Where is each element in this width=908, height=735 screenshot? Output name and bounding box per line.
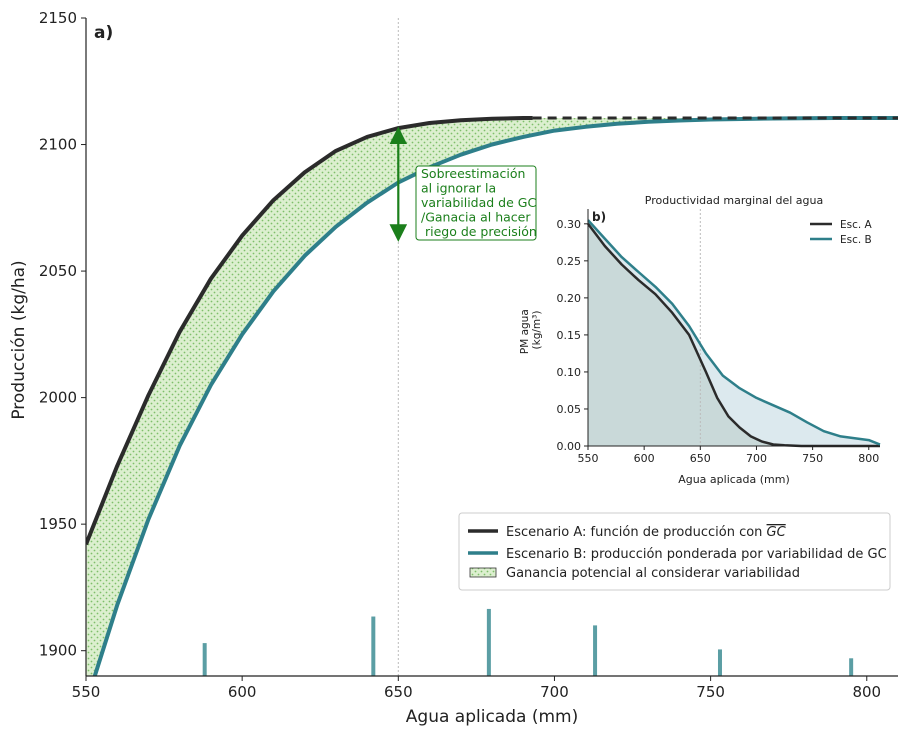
inset-title: Productividad marginal del agua	[645, 194, 823, 207]
y-tick-label: 2000	[39, 389, 77, 407]
annotation-text: Sobreestimación al ignorar la variabilidad…	[421, 166, 537, 239]
inset-y-label-line-1: PM agua	[519, 309, 531, 354]
inset-y-tick-label: 0.10	[557, 366, 582, 379]
x-tick-label: 600	[228, 683, 257, 701]
y-tick-label: 2050	[39, 262, 77, 280]
gain-area	[86, 118, 898, 676]
distribution-bar	[486, 608, 491, 676]
legend-label-b: Escenario B: producción ponderada por va…	[506, 547, 887, 562]
x-tick-label: 750	[696, 683, 725, 701]
inset-x-axis-label: Agua aplicada (mm)	[678, 473, 790, 486]
legend-label-a-overline: GC	[767, 525, 787, 540]
inset-x-tick-label: 550	[578, 452, 599, 465]
inset-axes: 550 600 650 700 750 800 0.00 0.05 0.10 0.15 0.20 0.…	[557, 209, 880, 465]
inset-y-tick-label: 0.20	[557, 292, 582, 305]
y-tick-label: 1900	[39, 642, 77, 660]
distribution-bar	[717, 649, 722, 676]
inset-plot: Productividad marginal del agua 550 600 65…	[519, 194, 881, 486]
legend-label-a-text: Escenario A: función de producción con	[506, 525, 767, 540]
y-tick-label: 2150	[39, 9, 77, 27]
inset-x-tick-label: 800	[858, 452, 879, 465]
annotation-line: al ignorar la	[421, 181, 496, 196]
inset-legend-label-b: Esc. B	[840, 234, 872, 246]
main-series-lines	[86, 116, 898, 676]
x-axis-label: Agua aplicada (mm)	[406, 707, 578, 727]
panel-label-a: a)	[94, 23, 113, 43]
distribution-bar	[371, 616, 376, 676]
annotation-line: /Ganacia al hacer	[421, 210, 531, 225]
inset-legend-label-a: Esc. A	[840, 219, 873, 231]
inset-y-axis-label: PM agua (kg/m³)	[519, 306, 543, 354]
inset-x-tick-label: 700	[746, 452, 767, 465]
inset-y-tick-label: 0.15	[557, 329, 582, 342]
legend-swatch-area	[469, 567, 497, 578]
inset-area-a	[588, 223, 880, 446]
annotation-line: Sobreestimación	[421, 166, 525, 181]
inset-y-label-line-2: (kg/m³)	[531, 311, 543, 350]
inset-x-tick-label: 650	[690, 452, 711, 465]
main-plot: 550 600 650 700 750 800 1900 1950 2000 2050 2100 21…	[9, 9, 898, 727]
y-axis-label: Producción (kg/ha)	[9, 260, 29, 419]
x-tick-label: 700	[540, 683, 569, 701]
inset-areas	[588, 220, 880, 446]
legend-label-area: Ganancia potencial al considerar variabi…	[506, 566, 800, 581]
inset-line-b	[587, 219, 881, 446]
distribution-bar	[849, 658, 854, 676]
inset-y-tick-label: 0.05	[557, 403, 582, 416]
legend-label-a: Escenario A: función de producción con G…	[506, 525, 787, 540]
annotation-line: riego de precisión	[421, 224, 537, 239]
inset-x-tick-label: 750	[802, 452, 823, 465]
y-tick-label: 2100	[39, 136, 77, 154]
inset-y-tick-label: 0.00	[557, 440, 582, 453]
distribution-bar	[202, 643, 207, 676]
series-a-line	[86, 116, 533, 546]
x-tick-label: 650	[384, 683, 413, 701]
annotation-box	[415, 165, 537, 241]
distribution-bars	[202, 608, 854, 676]
main-axes: 550 600 650 700 750 800 1900 1950 2000 2050 2100 21…	[39, 9, 898, 701]
gain-area-fill	[86, 118, 898, 676]
inset-y-tick-label: 0.25	[557, 255, 582, 268]
inset-x-tick-label: 600	[634, 452, 655, 465]
inset-legend: Esc. A Esc. B	[810, 219, 873, 246]
x-tick-label: 800	[852, 683, 881, 701]
overestimation-annotation: Sobreestimación al ignorar la variabilidad…	[389, 126, 537, 242]
x-tick-label: 550	[72, 683, 101, 701]
y-tick-label: 1950	[39, 515, 77, 533]
panel-label-b: b)	[592, 210, 606, 224]
annotation-line: variabilidad de GC	[421, 195, 536, 210]
inset-y-tick-label: 0.30	[557, 218, 582, 231]
main-legend: Escenario A: función de producción con G…	[458, 512, 891, 591]
distribution-bar	[593, 625, 598, 676]
